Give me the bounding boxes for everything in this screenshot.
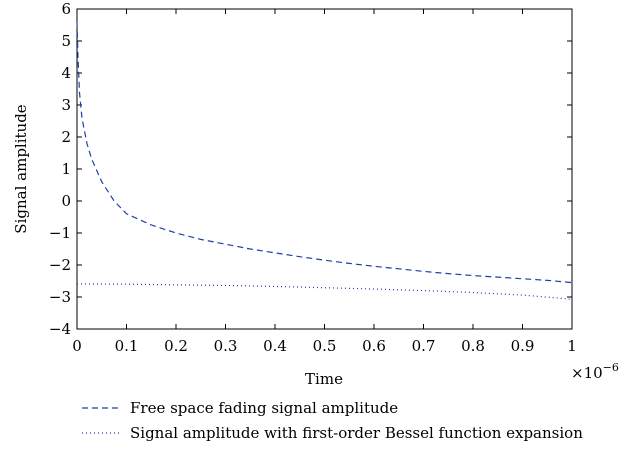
series-lines: [76, 21, 573, 300]
x-tick-label: 0.1: [115, 337, 139, 355]
y-tick-label: −2: [49, 256, 71, 274]
y-tick-label: 5: [61, 32, 71, 50]
plot-area: [76, 8, 573, 330]
y-axis-label: Signal amplitude: [12, 104, 30, 233]
x-tick-label: 0: [72, 337, 82, 355]
legend: Free space fading signal amplitude Signa…: [82, 399, 583, 442]
x-axis-multiplier: ×10−6: [571, 361, 619, 382]
y-tick-label: −4: [49, 320, 71, 338]
y-tick-label: 3: [61, 96, 71, 114]
legend-label-series-1: Free space fading signal amplitude: [130, 399, 398, 417]
x-tick-label: 1: [567, 337, 577, 355]
y-tick-label: −1: [49, 224, 71, 242]
y-tick-labels: −4 −3 −2 −1 0 1 2 3 4 5 6: [49, 0, 71, 338]
y-tick-label: 4: [61, 64, 71, 82]
x-tick-label: 0.2: [164, 337, 188, 355]
y-tick-label: 0: [61, 192, 71, 210]
series-line-free-space-fading: [76, 21, 573, 284]
y-tick-label: 6: [61, 0, 71, 18]
x-tick-label: 0.5: [313, 337, 337, 355]
x-tick-labels: 0 0.1 0.2 0.3 0.4 0.5 0.6 0.7 0.8 0.9 1: [72, 337, 577, 355]
series-line-bessel-expansion: [76, 283, 573, 300]
y-tick-label: 2: [61, 128, 71, 146]
x-tick-label: 0.8: [461, 337, 485, 355]
x-tick-label: 0.3: [214, 337, 238, 355]
x-tick-label: 0.4: [263, 337, 287, 355]
axis-ticks: [76, 8, 573, 330]
x-axis-multiplier-base: ×10: [571, 364, 603, 382]
y-tick-label: 1: [61, 160, 71, 178]
x-tick-label: 0.7: [412, 337, 436, 355]
x-tick-label: 0.6: [362, 337, 386, 355]
x-tick-label: 0.9: [511, 337, 535, 355]
x-axis-multiplier-exponent: −6: [603, 361, 619, 374]
legend-label-series-2: Signal amplitude with first-order Bessel…: [130, 424, 583, 442]
x-axis-label: Time: [305, 370, 343, 388]
y-tick-label: −3: [49, 288, 71, 306]
